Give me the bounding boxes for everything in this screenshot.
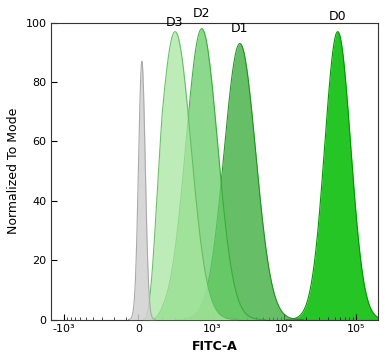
Y-axis label: Normalized To Mode: Normalized To Mode [7, 108, 20, 234]
Text: D0: D0 [329, 10, 347, 23]
Text: D2: D2 [192, 7, 210, 20]
Text: D3: D3 [166, 15, 184, 29]
Text: D1: D1 [231, 22, 249, 35]
X-axis label: FITC-A: FITC-A [192, 340, 238, 353]
